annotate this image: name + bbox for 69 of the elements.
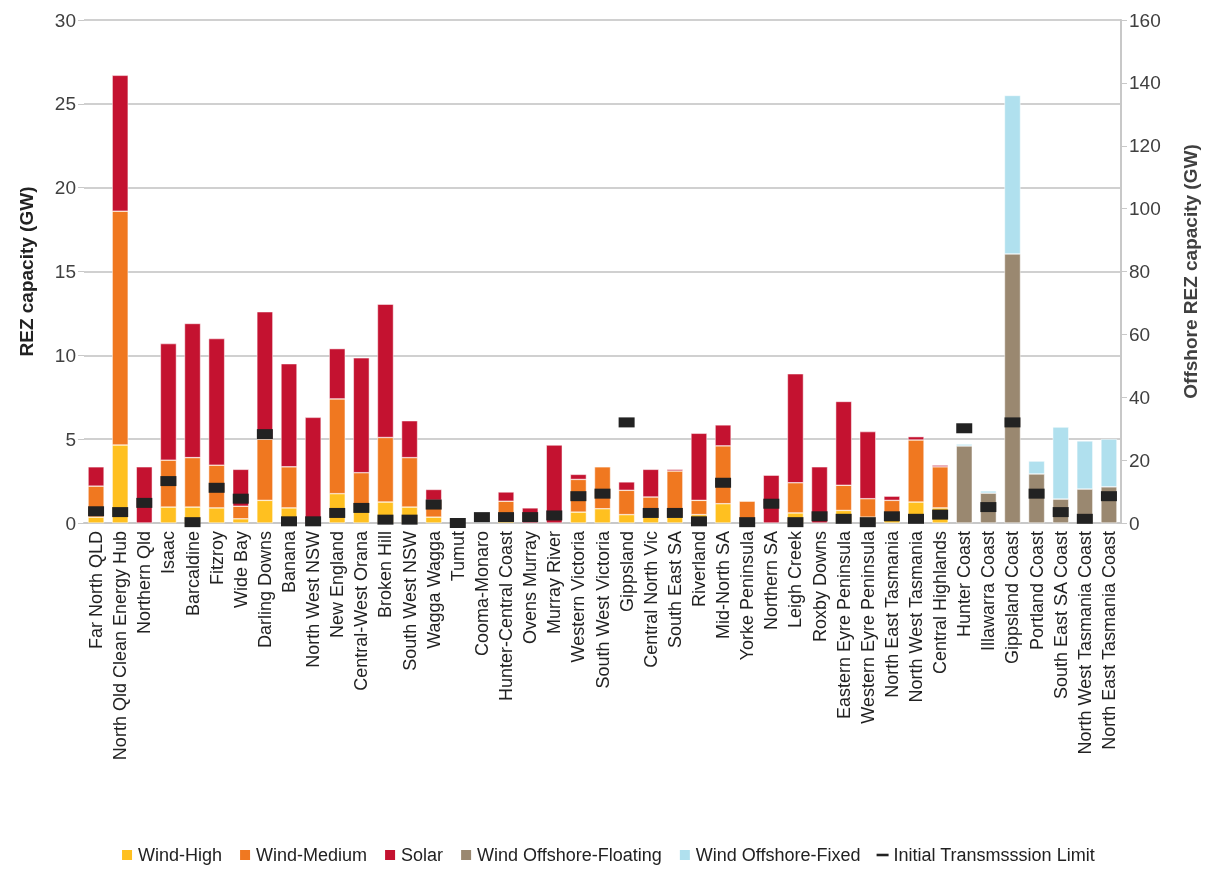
y-tick-label: 0 xyxy=(65,512,76,534)
x-tick-label: South East SA Coast xyxy=(1050,531,1071,700)
x-tick-label: Hunter-Central Coast xyxy=(496,531,517,702)
x-tick-label: Roxby Downs xyxy=(809,531,830,643)
x-tick-label: North East Tasmania xyxy=(881,530,902,698)
x-tick-label: New England xyxy=(327,531,348,639)
x-tick-label: Wide Bay xyxy=(230,531,251,609)
legend-label: Wind-Medium xyxy=(256,845,368,865)
x-tick-label: South West NSW xyxy=(399,531,420,671)
x-tick-label: North East Tasmania Coast xyxy=(1098,531,1119,750)
y2-tick-label: 120 xyxy=(1129,135,1161,157)
x-tick-label: Illawarra Coast xyxy=(978,531,999,652)
legend-label: Initial Transmsssion Limit xyxy=(893,845,1095,865)
x-tick-label: South West Victoria xyxy=(592,530,613,689)
x-tick-label: Fitzroy xyxy=(206,531,227,585)
y-tick-label: 10 xyxy=(54,344,76,366)
x-tick-label: Riverland xyxy=(688,531,709,608)
y-tick-label: 20 xyxy=(54,177,76,199)
x-tick-label: Portland Coast xyxy=(1026,531,1047,651)
x-tick-label: North West Tasmania xyxy=(906,530,927,703)
x-tick-label: Central Highlands xyxy=(930,531,951,675)
y2-tick-label: 20 xyxy=(1129,449,1151,471)
y2-tick-label: 40 xyxy=(1129,386,1151,408)
y2-axis-title: Offshore REZ capacity (GW) xyxy=(1180,144,1201,399)
x-tick-label: Gippsland xyxy=(616,531,637,613)
bar xyxy=(956,445,973,523)
x-tick-label: Northern Qld xyxy=(134,531,155,635)
x-tick-label: Isaac xyxy=(158,531,179,575)
x-tick-label: Leigh Creek xyxy=(785,530,806,629)
x-tick-label: Cooma-Monaro xyxy=(471,531,492,657)
legend-label: Solar xyxy=(401,845,444,865)
x-tick-label: Barcaldine xyxy=(182,531,203,617)
y2-tick-label: 160 xyxy=(1129,9,1161,31)
x-tick-label: Central North Vic xyxy=(640,531,661,668)
x-tick-label: Murray River xyxy=(544,531,565,635)
bar xyxy=(305,417,322,523)
x-tick-label: Ovens Murray xyxy=(520,531,541,645)
x-tick-label: Northern SA xyxy=(761,531,782,631)
x-tick-label: Eastern Eyre Peninsula xyxy=(833,530,854,720)
x-tick-label: Darling Downs xyxy=(254,531,275,649)
x-tick-label: Far North QLD xyxy=(86,531,107,650)
y2-tick-label: 0 xyxy=(1129,512,1140,534)
x-tick-label: Broken Hill xyxy=(375,531,396,619)
legend-label: Wind Offshore-Fixed xyxy=(695,845,861,865)
y-tick-label: 15 xyxy=(54,261,76,282)
x-tick-label: North West NSW xyxy=(303,530,324,668)
x-tick-label: Western Eyre Peninsula xyxy=(857,530,878,724)
x-tick-label: Mid-North SA xyxy=(713,531,734,640)
y-tick-label: 25 xyxy=(54,93,76,115)
y2-tick-label: 140 xyxy=(1129,72,1161,94)
x-tick-label: Western Victoria xyxy=(568,530,589,663)
y-tick-label: 5 xyxy=(65,428,76,450)
y-axis-title: REZ capacity (GW) xyxy=(16,186,37,357)
x-tick-label: Yorke Peninsula xyxy=(737,530,758,661)
x-tick-label: North Qld Clean Energy Hub xyxy=(110,531,131,761)
x-tick-label: Gippsland Coast xyxy=(1002,531,1023,665)
y2-tick-label: 60 xyxy=(1129,323,1151,345)
x-tick-label: North West Tasmania Coast xyxy=(1074,531,1095,755)
x-tick-label: Central-West Orana xyxy=(351,530,372,691)
x-tick-label: South East SA xyxy=(664,531,685,649)
x-tick-label: Wagga Wagga xyxy=(423,530,444,649)
y2-tick-label: 80 xyxy=(1129,261,1151,282)
y-tick-label: 30 xyxy=(54,9,76,31)
x-tick-label: Tumut xyxy=(447,531,468,582)
x-tick-label: Banana xyxy=(278,530,299,594)
legend-label: Wind-High xyxy=(138,845,223,865)
x-tick-label: Hunter Coast xyxy=(954,531,975,638)
legend-label: Wind Offshore-Floating xyxy=(477,845,662,865)
y2-tick-label: 100 xyxy=(1129,198,1161,220)
